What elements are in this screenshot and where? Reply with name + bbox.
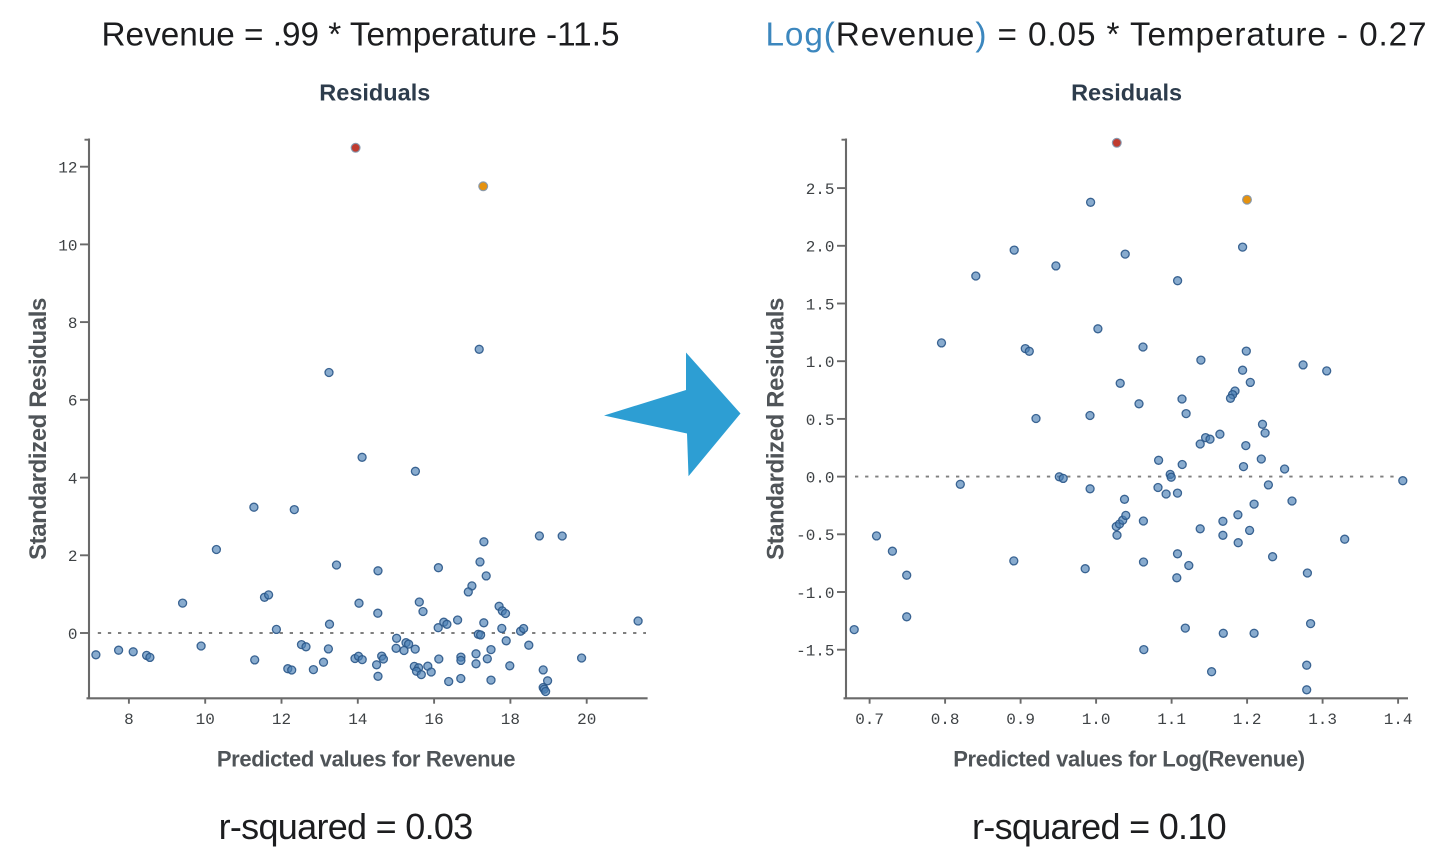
svg-text:12: 12 bbox=[58, 160, 77, 178]
svg-text:1.2: 1.2 bbox=[1233, 711, 1262, 729]
svg-text:2.0: 2.0 bbox=[806, 239, 835, 257]
svg-text:0: 0 bbox=[68, 626, 78, 644]
svg-text:18: 18 bbox=[501, 711, 520, 729]
svg-text:6: 6 bbox=[68, 393, 78, 411]
svg-text:8: 8 bbox=[68, 315, 78, 333]
svg-text:Residuals: Residuals bbox=[319, 80, 430, 106]
svg-text:0.9: 0.9 bbox=[1006, 711, 1035, 729]
svg-text:1.5: 1.5 bbox=[806, 296, 835, 314]
svg-text:0.8: 0.8 bbox=[931, 711, 960, 729]
svg-text:0.5: 0.5 bbox=[806, 412, 835, 430]
svg-text:1.4: 1.4 bbox=[1384, 711, 1413, 729]
svg-text:1.0: 1.0 bbox=[1082, 711, 1111, 729]
svg-text:Log(Revenue) = 0.05 * Temperat: Log(Revenue) = 0.05 * Temperature - 0.27 bbox=[766, 16, 1428, 53]
svg-text:10: 10 bbox=[196, 711, 215, 729]
svg-text:r-squared = 0.03: r-squared = 0.03 bbox=[219, 806, 473, 847]
svg-text:20: 20 bbox=[577, 711, 596, 729]
svg-text:Residuals: Residuals bbox=[1071, 80, 1182, 106]
svg-text:-1.0: -1.0 bbox=[796, 585, 834, 603]
svg-text:Revenue = .99 * Temperature -1: Revenue = .99 * Temperature -11.5 bbox=[102, 16, 620, 53]
svg-text:Predicted values for Revenue: Predicted values for Revenue bbox=[217, 747, 515, 772]
svg-text:Predicted values for Log(Reven: Predicted values for Log(Revenue) bbox=[953, 747, 1305, 772]
svg-text:Standardized Residuals: Standardized Residuals bbox=[25, 298, 52, 560]
svg-text:12: 12 bbox=[272, 711, 291, 729]
svg-text:-1.5: -1.5 bbox=[796, 643, 834, 661]
svg-text:0.7: 0.7 bbox=[855, 711, 884, 729]
svg-text:-0.5: -0.5 bbox=[796, 527, 834, 545]
svg-text:1.1: 1.1 bbox=[1157, 711, 1186, 729]
svg-text:2: 2 bbox=[68, 548, 78, 566]
svg-text:r-squared = 0.10: r-squared = 0.10 bbox=[972, 806, 1226, 847]
svg-text:10: 10 bbox=[58, 237, 77, 255]
svg-text:0.0: 0.0 bbox=[806, 470, 835, 488]
svg-text:14: 14 bbox=[348, 711, 367, 729]
svg-text:8: 8 bbox=[124, 711, 134, 729]
svg-text:4: 4 bbox=[68, 471, 78, 489]
svg-text:16: 16 bbox=[424, 711, 443, 729]
svg-text:Standardized Residuals: Standardized Residuals bbox=[763, 298, 790, 560]
svg-text:2.5: 2.5 bbox=[806, 181, 835, 199]
svg-text:1.0: 1.0 bbox=[806, 354, 835, 372]
svg-text:1.3: 1.3 bbox=[1308, 711, 1337, 729]
